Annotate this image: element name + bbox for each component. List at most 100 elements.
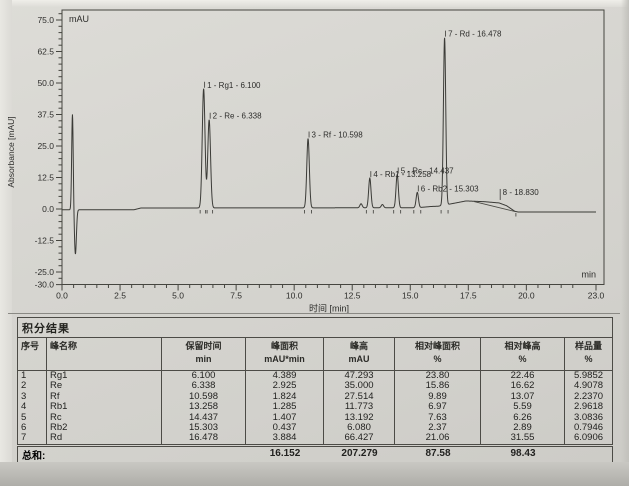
value-cell: 3.0836: [573, 412, 604, 423]
value-cell: 13.07: [481, 391, 565, 403]
column-header: 相对峰面积%: [395, 338, 481, 370]
chromatogram-trace: [62, 37, 596, 255]
total-value-cell: 207.279: [341, 449, 378, 460]
x-axis-title: 时间 [min]: [309, 303, 349, 314]
peak-number-cell: 3: [18, 391, 47, 403]
value-cell: 16.62: [481, 381, 565, 392]
column-header: 峰面积 mAU*min: [246, 338, 324, 370]
peak-name-cell: Rc: [47, 412, 162, 424]
column-header: 保留时间 min: [162, 338, 246, 370]
y-tick-label: -25.0: [35, 267, 55, 277]
table-header-row: 序号 峰名称 保留时间 min 峰面积 mAU*min 峰高 mAU 相对峰面积% 相对峰高% 样品…: [18, 337, 612, 370]
value-cell: 4.389: [246, 371, 324, 382]
value-cell: 27.514: [324, 391, 395, 403]
value-cell: 5.9852: [573, 371, 604, 381]
value-cell: 66.427: [324, 433, 395, 444]
value-cell: 23.80: [395, 371, 481, 382]
value-cell: 6.0906: [573, 433, 604, 444]
x-unit-label: min: [581, 270, 596, 280]
peak-name-cell: Rg1: [47, 371, 162, 382]
value-cell: 47.293: [324, 371, 395, 382]
value-cell: 6.26: [481, 412, 565, 424]
peak-number-cell: 2: [18, 381, 47, 392]
value-cell: 2.925: [246, 381, 324, 392]
table-row: 7 Rd 16.478 3.884 66.427 21.06 31.55 6.0906: [18, 433, 612, 444]
peak-label: 7 - Rd - 16.478: [448, 30, 502, 39]
y-tick-label: -12.5: [35, 236, 55, 246]
x-tick-label: 23.0: [588, 291, 605, 301]
column-header: 峰高 mAU: [324, 338, 395, 370]
value-cell: 31.55: [481, 433, 565, 444]
y-unit-label: mAU: [69, 14, 89, 24]
plot-frame: [61, 9, 605, 285]
value-cell: 14.437: [162, 412, 246, 424]
photo-edge-left: [0, 0, 12, 470]
table-row: 2 Re 6.338 2.925 35.000 15.86 16.62 4.9078: [18, 381, 612, 392]
y-tick-label: -30.0: [35, 280, 55, 290]
peak-name-cell: Rb2: [47, 423, 162, 434]
value-cell: 22.46: [481, 371, 565, 382]
x-tick-label: 2.5: [114, 291, 126, 301]
value-cell: 10.598: [162, 391, 246, 403]
total-value-cell: 16.152: [269, 449, 301, 460]
value-cell: 0.437: [246, 423, 324, 434]
x-tick-label: 20.0: [518, 291, 535, 301]
value-cell: 7.63: [395, 412, 481, 424]
peak-number-cell: 5: [18, 412, 47, 424]
y-axis: [56, 13, 62, 286]
column-header: 峰名称: [47, 338, 162, 370]
peak-label: 6 - Rb2 - 15.303: [421, 184, 479, 193]
integration-baseline: [474, 201, 516, 213]
value-cell: 5.59: [481, 402, 565, 413]
table-row: 3 Rf 10.598 1.824 27.514 9.89 13.07 2.2370: [18, 391, 612, 403]
value-cell: 9.89: [395, 391, 481, 403]
y-tick-label: 50.0: [37, 78, 54, 88]
peak-boundary-ticks: [199, 210, 517, 217]
x-tick-label: 7.5: [230, 291, 242, 301]
peak-name-cell: Re: [47, 381, 162, 392]
value-cell: 6.080: [324, 423, 395, 434]
totals-label: 总和:: [22, 450, 46, 462]
value-cell: 1.824: [246, 391, 324, 403]
table-row: 6 Rb2 15.303 0.437 6.080 2.37 2.89 0.7946: [18, 423, 612, 434]
value-cell: 2.37: [395, 423, 481, 434]
value-cell: 6.97: [395, 402, 481, 413]
y-tick-label: 37.5: [37, 110, 54, 120]
peak-number-cell: 7: [18, 433, 47, 444]
peak-labels: [204, 30, 501, 200]
section-divider: [8, 313, 620, 314]
table-body: 1 Rg1 6.100 4.389 47.293 23.80 22.46 5.9852 2 Re 6…: [18, 370, 612, 444]
value-cell: 1.285: [246, 402, 324, 413]
peak-label: 5 - Rc - 14.437: [401, 167, 454, 176]
peak-number-cell: 1: [18, 371, 47, 382]
value-cell: 2.89: [481, 423, 565, 434]
x-tick-label: 10.0: [286, 291, 303, 301]
table-totals-row: 总和: 16.152 207.279 87.58 98.43: [17, 445, 613, 463]
peak-label: 3 - Rf - 10.598: [312, 131, 364, 140]
value-cell: 6.100: [162, 371, 246, 382]
peak-number-cell: 4: [18, 402, 47, 413]
peak-label: 4 - Rb1 - 13.258: [373, 170, 431, 179]
integration-results: 积分结果 序号 峰名称 保留时间 min 峰面积 mAU*min 峰高 mAU 相对峰面积% 相对…: [17, 317, 613, 463]
y-tick-label: 0.0: [42, 204, 54, 214]
total-value-cell: 87.58: [425, 449, 451, 460]
value-cell: 4.9078: [573, 381, 604, 392]
photo-edge-bottom: [0, 462, 629, 486]
value-cell: 2.9618: [573, 402, 604, 413]
value-cell: 2.2370: [573, 391, 604, 402]
photo-edge-right: [621, 0, 629, 480]
y-tick-label: 75.0: [37, 15, 54, 25]
y-axis-title: Absorbance [mAU]: [6, 116, 16, 187]
y-tick-label: 62.5: [37, 47, 54, 57]
x-axis: [61, 284, 597, 291]
value-cell: 13.258: [162, 402, 246, 413]
value-cell: 1.407: [246, 412, 324, 424]
x-tick-label: 17.5: [460, 291, 477, 301]
x-tick-label: 12.5: [344, 291, 361, 301]
value-cell: 15.86: [395, 381, 481, 392]
photo-edge-top: [0, 0, 629, 7]
value-cell: 15.303: [162, 423, 246, 434]
table-row: 1 Rg1 6.100 4.389 47.293 23.80 22.46 5.9852: [18, 371, 612, 382]
column-header: 相对峰高%: [481, 338, 565, 370]
